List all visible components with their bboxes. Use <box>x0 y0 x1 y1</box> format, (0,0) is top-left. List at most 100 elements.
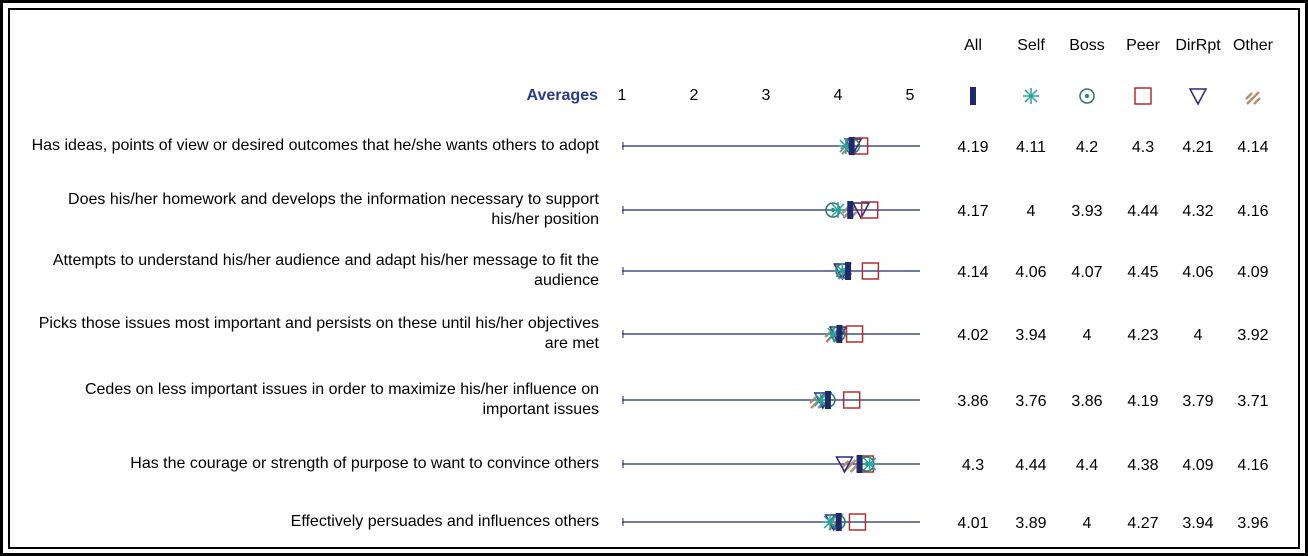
value-label: 3.86 <box>957 393 988 410</box>
dot-marker <box>830 202 846 218</box>
dot-marker <box>847 201 854 219</box>
bar-marker <box>848 137 855 155</box>
value-label: 4 <box>1083 327 1092 344</box>
scale-label: Averages <box>527 87 599 104</box>
value-label: 4.32 <box>1182 203 1213 220</box>
value-label: 4 <box>1027 203 1036 220</box>
dot-marker <box>861 262 880 280</box>
dot-marker <box>845 325 864 343</box>
value-label: 3.94 <box>1182 515 1213 532</box>
hatch <box>841 460 850 468</box>
value-label: 3.89 <box>1015 515 1046 532</box>
hatch <box>1246 91 1260 105</box>
dot-marker <box>861 456 878 472</box>
dot-marker <box>822 514 839 530</box>
item-label: Has ideas, points of view or desired out… <box>31 137 599 154</box>
dot <box>1085 94 1089 98</box>
value-label: 4.3 <box>962 457 984 474</box>
column-header: All <box>964 37 982 54</box>
value-label: 4.06 <box>1182 264 1213 281</box>
value-label: 3.79 <box>1182 393 1213 410</box>
square <box>845 325 864 343</box>
value-label: 4.14 <box>957 264 988 281</box>
triangle <box>835 456 854 474</box>
value-label: 4.3 <box>1132 139 1154 156</box>
value-label: 4.44 <box>1127 203 1158 220</box>
dot-marker <box>836 325 843 343</box>
dot-marker <box>845 262 852 280</box>
triangle <box>1188 88 1208 106</box>
value-label: 4.01 <box>957 515 988 532</box>
inner-border <box>8 8 1300 549</box>
hatch <box>1245 92 1253 100</box>
bar-marker <box>845 262 852 280</box>
value-label: 3.76 <box>1015 393 1046 410</box>
bar-marker <box>847 201 854 219</box>
bar-marker <box>836 325 843 343</box>
value-label: 4.09 <box>1237 264 1268 281</box>
value-label: 4.02 <box>957 327 988 344</box>
square <box>1134 87 1152 105</box>
value-label: 4.44 <box>1015 457 1046 474</box>
legend-icon <box>1188 88 1208 106</box>
item-label: Has the courage or strength of purpose t… <box>130 455 599 472</box>
value-label: 4.14 <box>1237 139 1268 156</box>
dot-marker <box>842 391 861 409</box>
value-label: 4.38 <box>1127 457 1158 474</box>
square <box>860 201 879 219</box>
value-label: 3.86 <box>1071 393 1102 410</box>
item-label: Cedes on less important issues in order … <box>84 381 599 418</box>
star-stroke <box>814 393 828 407</box>
column-header: Boss <box>1069 37 1105 54</box>
column-header: DirRpt <box>1175 37 1221 54</box>
bar-marker <box>856 455 863 473</box>
value-label: 3.71 <box>1237 393 1268 410</box>
value-label: 4.23 <box>1127 327 1158 344</box>
x-tick-label: 5 <box>906 87 915 104</box>
ring <box>1079 88 1095 104</box>
square <box>861 262 880 280</box>
column-header: Self <box>1017 37 1045 54</box>
value-label: 4.45 <box>1127 264 1158 281</box>
star-stroke <box>831 203 845 217</box>
value-label: 4 <box>1083 515 1092 532</box>
value-label: 4.11 <box>1016 139 1046 156</box>
item-label: Picks those issues most important and pe… <box>38 315 599 352</box>
value-label: 4.16 <box>1237 203 1268 220</box>
star-stroke <box>823 515 837 529</box>
legend-icon <box>1134 87 1152 105</box>
bar-marker <box>824 391 831 409</box>
column-header: Peer <box>1126 37 1160 54</box>
column-header: Other <box>1233 37 1274 54</box>
item-label: Does his/her homework and develops the i… <box>68 191 599 228</box>
square <box>848 513 867 531</box>
legend-icon <box>1245 91 1261 105</box>
value-label: 4.09 <box>1182 457 1213 474</box>
value-label: 4.16 <box>1237 457 1268 474</box>
star-stroke <box>863 457 877 471</box>
value-label: 4.17 <box>957 203 988 220</box>
x-tick-label: 4 <box>834 87 843 104</box>
value-label: 4.07 <box>1071 264 1102 281</box>
dot-marker <box>835 456 854 474</box>
legend-icon <box>970 87 976 105</box>
dot-marker <box>835 513 842 531</box>
dot-marker <box>856 455 863 473</box>
star-stroke <box>1024 89 1038 103</box>
item-label: Attempts to understand his/her audience … <box>52 252 599 289</box>
legend-icon <box>1079 88 1095 104</box>
square <box>842 391 861 409</box>
value-label: 4.27 <box>1127 515 1158 532</box>
value-label: 4.2 <box>1076 139 1098 156</box>
dot-marker <box>848 513 867 531</box>
x-tick-label: 2 <box>690 87 699 104</box>
value-label: 3.93 <box>1071 203 1102 220</box>
dot-marker <box>860 201 879 219</box>
value-label: 4.06 <box>1015 264 1046 281</box>
x-tick-label: 1 <box>618 87 627 104</box>
value-label: 4.19 <box>1127 393 1158 410</box>
value-label: 3.92 <box>1237 327 1268 344</box>
